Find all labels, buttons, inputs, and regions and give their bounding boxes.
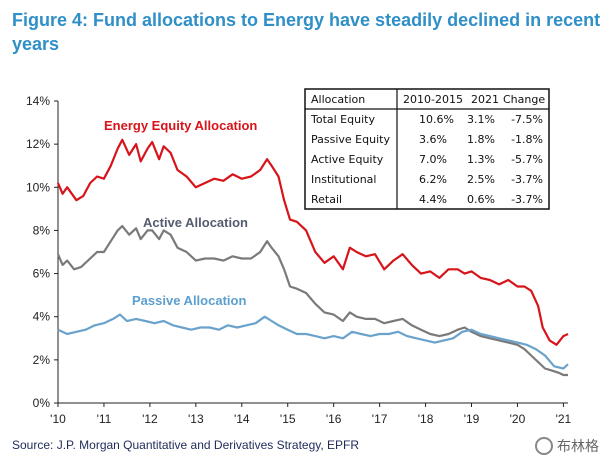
label-passive: Passive Allocation	[132, 293, 246, 308]
table-cell: 3.6%	[419, 133, 447, 146]
table-cell: 1.3%	[467, 153, 495, 166]
table-cell: 2.5%	[467, 173, 495, 186]
table-header-cell: 2021	[471, 93, 499, 106]
series-line-energy	[56, 138, 569, 346]
x-tick-label: '20	[510, 412, 526, 426]
table-header-cell: Allocation	[311, 93, 365, 106]
y-tick-label: 4%	[33, 310, 51, 324]
y-tick-labels: 0% 2% 4% 6% 8% 10% 12% 14%	[26, 94, 50, 410]
table-cell: -3.7%	[511, 193, 543, 206]
watermark: 布林格	[535, 436, 599, 456]
table-cell: Passive Equity	[311, 133, 390, 146]
table-cell: Total Equity	[310, 113, 375, 126]
x-tick-label: '19	[464, 412, 480, 426]
allocation-table: Allocation 2010-2015 2021 Change Total Equit…	[304, 88, 550, 210]
table-cell: 7.0%	[419, 153, 447, 166]
y-tick-label: 10%	[26, 180, 50, 194]
y-tick-label: 14%	[26, 94, 50, 108]
x-tick-labels: '10 '11 '12 '13 '14 '15 '16 '17 '18 '19 '20 '21	[50, 412, 571, 426]
series-line-passive	[57, 313, 569, 370]
table-cell: Active Equity	[311, 153, 384, 166]
table-cell: 10.6%	[419, 113, 454, 126]
table-cell: -7.5%	[511, 113, 543, 126]
chart-axes	[54, 100, 568, 407]
table-cell: 1.8%	[467, 133, 495, 146]
watermark-text: 布林格	[557, 438, 599, 454]
x-tick-label: '10	[50, 412, 66, 426]
table-cell: Institutional	[311, 173, 376, 186]
table-header-cell: 2010-2015	[403, 93, 463, 106]
table-cell: 0.6%	[467, 193, 495, 206]
x-tick-label: '11	[97, 412, 112, 426]
table-cell: -5.7%	[511, 153, 543, 166]
wechat-icon	[535, 437, 553, 455]
table-cell: -3.7%	[511, 173, 543, 186]
series-lines	[56, 138, 569, 377]
x-tick-label: '16	[326, 412, 342, 426]
y-tick-label: 6%	[33, 267, 51, 281]
x-tick-label: '17	[372, 412, 388, 426]
table-cell: 3.1%	[467, 113, 495, 126]
label-energy: Energy Equity Allocation	[104, 118, 257, 133]
table-cell: 6.2%	[419, 173, 447, 186]
series-line-active	[56, 225, 568, 377]
x-tick-label: '13	[188, 412, 204, 426]
x-tick-label: '12	[142, 412, 158, 426]
table-cell: -1.8%	[511, 133, 543, 146]
table-cell: 4.4%	[419, 193, 447, 206]
x-tick-label: '18	[418, 412, 434, 426]
label-active: Active Allocation	[143, 215, 248, 230]
x-tick-label: '21	[556, 412, 572, 426]
source-note: Source: J.P. Morgan Quantitative and Der…	[12, 438, 360, 452]
x-tick-label: '14	[234, 412, 250, 426]
table-header-cell: Change	[503, 93, 545, 106]
table-frame	[304, 88, 550, 210]
y-tick-label: 12%	[26, 137, 50, 151]
x-tick-label: '15	[280, 412, 296, 426]
y-tick-label: 8%	[33, 223, 51, 237]
y-tick-label: 2%	[33, 353, 51, 367]
table-cell: Retail	[311, 193, 342, 206]
y-tick-label: 0%	[33, 396, 51, 410]
chart-title: Figure 4: Fund allocations to Energy hav…	[12, 10, 601, 54]
